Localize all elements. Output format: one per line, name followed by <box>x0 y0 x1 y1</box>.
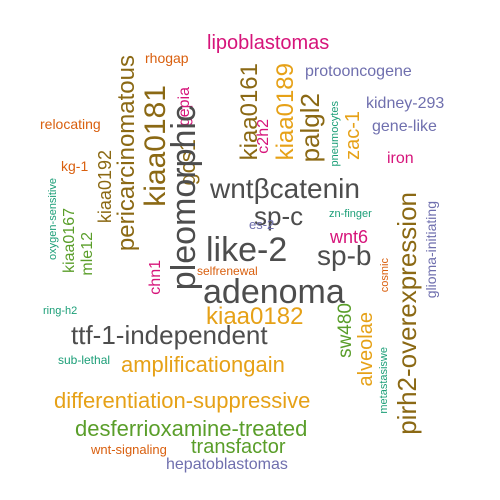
word-amplificationgain: amplificationgain <box>121 352 285 377</box>
word-sp-b: sp-b <box>317 240 372 271</box>
word-transfactor: transfactor <box>191 436 286 458</box>
word-kg-1: kg-1 <box>61 158 89 174</box>
word-pneumocytes: pneumocytes <box>329 101 341 167</box>
word-hepatoblastomas: hepatoblastomas <box>166 456 288 473</box>
word-lipoblastomas: lipoblastomas <box>207 32 330 54</box>
word-relocating: relocating <box>40 116 101 132</box>
word-wnt-catenin: wntβcatenin <box>210 173 360 204</box>
word-rhogap: rhogap <box>145 50 189 66</box>
word-like-2: like-2 <box>206 231 288 269</box>
word-zn-finger: zn-finger <box>329 208 372 220</box>
word-oxygen-sensitive: oxygen-sensitive <box>47 178 59 260</box>
word-wnt-signaling: wnt-signaling <box>91 442 167 457</box>
word-metastasiswe: metastasiswe <box>378 347 390 414</box>
word-zac-1: zac-1 <box>342 111 364 160</box>
word-ring-h2: ring-h2 <box>43 305 78 317</box>
word-kiaa0182: kiaa0182 <box>206 303 304 330</box>
word-kiaa0192: kiaa0192 <box>95 150 115 224</box>
word-kidney-293: kidney-293 <box>366 95 445 112</box>
word-gene-like: gene-like <box>372 118 437 135</box>
word-palgl2: palgl2 <box>295 93 325 163</box>
word-desferrioxamine-treated: desferrioxamine-treated <box>75 416 308 441</box>
word-es-2: es-2 <box>249 217 275 232</box>
word-wnt6: wnt6 <box>330 227 369 247</box>
word-pericarcinomatous: pericarcinomatous <box>113 55 140 252</box>
word-kiaa0167: kiaa0167 <box>61 208 78 273</box>
word-selfrenewal: selfrenewal <box>197 264 258 278</box>
word-alveolae: alveolae <box>355 312 377 387</box>
word-c2h2: c2h2 <box>255 119 272 154</box>
word-iron: iron <box>387 150 414 167</box>
word-ttf-1-independent: ttf-1-independent <box>71 320 268 350</box>
word-differentiation-suppressive: differentiation-suppressive <box>54 388 311 413</box>
word-sp-c: sp-c <box>254 201 304 231</box>
word-pleomorphic: pleomorphic <box>165 105 203 291</box>
word-adenoma: adenoma <box>203 273 345 311</box>
word-chn1: chn1 <box>147 260 164 295</box>
word-pirh2-overexpression: pirh2-overexpression <box>392 192 422 435</box>
word-sub-lethal: sub-lethal <box>58 353 111 367</box>
word-protooncogene: protooncogene <box>305 63 412 80</box>
word-glioma-initiating: glioma-initiating <box>423 201 439 299</box>
word-cosmic: cosmic <box>379 258 391 293</box>
word-mle12: mle12 <box>79 232 96 276</box>
word-sw480: sw480 <box>335 303 356 358</box>
